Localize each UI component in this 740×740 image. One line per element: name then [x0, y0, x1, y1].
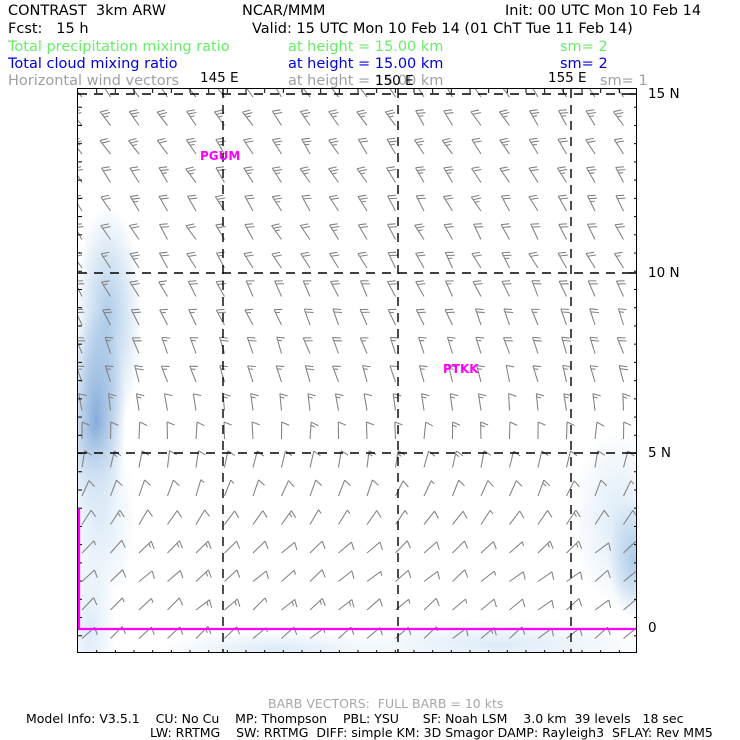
x-tick-label-150e: 150 E: [375, 73, 414, 89]
field-2-name: Total cloud mixing ratio: [8, 56, 178, 72]
valid-time: Valid: 15 UTC Mon 10 Feb 14 (01 ChT Tue …: [252, 21, 633, 37]
barb-legend: BARB VECTORS: FULL BARB = 10 kts: [268, 696, 504, 711]
field-1-sm: sm= 2: [560, 39, 608, 55]
forecast-hour: Fcst: 15 h: [8, 21, 89, 37]
x-tick-label-155e: 155 E: [548, 70, 587, 86]
city-label-layer: PGUM PTKK: [78, 89, 636, 652]
field-2-height: at height = 15.00 km: [288, 56, 444, 72]
y-tick-label-10n: 10 N: [648, 265, 680, 281]
field-3-height: at height = 15.00 km: [288, 73, 444, 89]
y-tick-label-15n: 15 N: [648, 86, 680, 102]
field-2-sm: sm= 2: [560, 56, 608, 72]
model-info-line-2: LW: RRTMG SW: RRTMG DIFF: simple KM: 3D …: [150, 725, 713, 740]
forecast-map-plot[interactable]: PGUM PTKK: [77, 88, 637, 653]
city-label-pgum: PGUM: [200, 149, 241, 163]
init-time: Init: 00 UTC Mon 10 Feb 14: [505, 3, 702, 19]
cloud-mixing-ratio-layer: [78, 204, 636, 652]
field-1-height: at height = 15.00 km: [288, 39, 444, 55]
y-tick-label-0: 0: [648, 620, 657, 636]
header: CONTRAST 3km ARW NCAR/MMM Init: 00 UTC M…: [0, 0, 740, 89]
field-1-name: Total precipitation mixing ratio: [8, 39, 230, 55]
center-label: NCAR/MMM: [242, 3, 326, 19]
field-3-sm: sm= 1: [600, 73, 648, 89]
model-title: CONTRAST 3km ARW: [8, 3, 167, 19]
field-3-name: Horizontal wind vectors: [8, 73, 180, 89]
domain-boundary-layer: [78, 509, 636, 631]
x-tick-label-145e: 145 E: [200, 70, 239, 86]
wind-barb-layer: [78, 89, 636, 639]
model-info-line-1: Model Info: V3.5.1 CU: No Cu MP: Thompso…: [26, 711, 684, 726]
y-tick-label-5n: 5 N: [648, 445, 671, 461]
city-label-ptkk: PTKK: [443, 362, 479, 376]
